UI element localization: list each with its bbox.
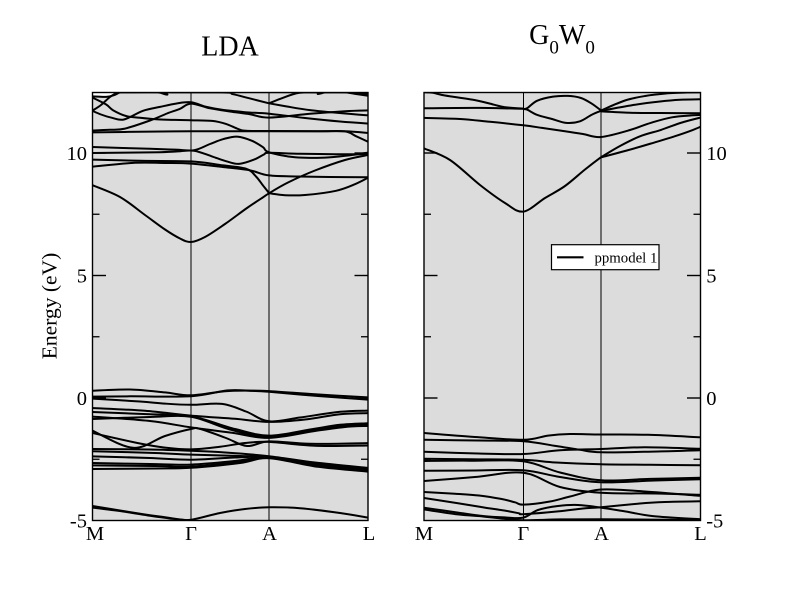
svg-text:A: A	[262, 523, 277, 545]
svg-text:L: L	[694, 523, 707, 545]
svg-text:LDA: LDA	[201, 32, 259, 63]
svg-text:5: 5	[706, 266, 716, 288]
svg-text:A: A	[594, 523, 609, 545]
svg-text:Γ: Γ	[517, 523, 529, 545]
svg-text:0: 0	[706, 388, 716, 410]
svg-text:L: L	[363, 523, 376, 545]
svg-text:M: M	[86, 523, 104, 545]
svg-text:0: 0	[77, 388, 87, 410]
svg-text:10: 10	[67, 143, 88, 165]
svg-text:5: 5	[77, 266, 87, 288]
svg-text:ppmodel 1: ppmodel 1	[595, 251, 658, 267]
svg-text:-5: -5	[70, 511, 87, 533]
svg-text:Energy (eV): Energy (eV)	[38, 253, 62, 359]
svg-text:-5: -5	[706, 511, 723, 533]
svg-text:10: 10	[706, 143, 727, 165]
svg-text:Γ: Γ	[185, 523, 197, 545]
svg-text:M: M	[415, 523, 433, 545]
